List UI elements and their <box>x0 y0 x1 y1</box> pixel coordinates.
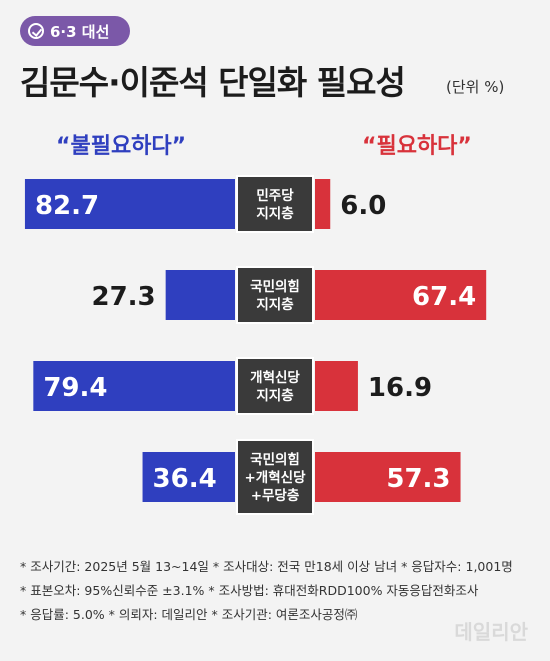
category-label: 지지층 <box>256 388 293 404</box>
value-label-unnecessary: 82.7 <box>35 191 99 221</box>
category-label: 국민의힘 <box>250 451 300 468</box>
chart-title: 김문수·이준석 단일화 필요성 <box>20 63 406 102</box>
value-label-necessary: 67.4 <box>412 282 476 312</box>
legend-necessary: “필요하다” <box>362 134 472 159</box>
note-line: * 조사기간: 2025년 5월 13~14일 * 조사대상: 전국 만18세 … <box>20 559 513 574</box>
bar-necessary <box>315 179 331 229</box>
category-label: +개혁신당 <box>245 469 307 486</box>
category-label: 민주당 <box>256 187 294 204</box>
note-line: * 표본오차: 95%신뢰수준 ±3.1% * 조사방법: 휴대전화RDD100… <box>20 583 479 598</box>
bar-necessary <box>315 452 461 502</box>
bar-unnecessary <box>33 361 235 411</box>
bar-unnecessary <box>24 179 235 229</box>
category-label: 지지층 <box>256 297 293 313</box>
value-label-necessary: 6.0 <box>340 191 386 221</box>
survey-notes: * 조사기간: 2025년 5월 13~14일 * 조사대상: 전국 만18세 … <box>20 555 540 627</box>
note-line: * 응답률: 5.0% * 의뢰자: 데일리안 * 조사기관: 여론조사공정㈜ <box>20 607 358 622</box>
unit-label: (단위 %) <box>446 78 505 96</box>
bar-unnecessary <box>165 270 235 320</box>
legend-unnecessary: “불필요하다” <box>56 134 187 159</box>
category-box <box>236 357 314 415</box>
bar-necessary <box>315 361 358 411</box>
category-label: 개혁신당 <box>250 369 300 386</box>
value-label-necessary: 16.9 <box>368 373 432 403</box>
value-label-unnecessary: 36.4 <box>153 464 217 494</box>
category-box <box>236 175 314 233</box>
bar-necessary <box>315 270 487 320</box>
watermark-logo: 데일리안 <box>454 620 528 644</box>
category-label: 지지층 <box>256 206 293 222</box>
category-label: +무당층 <box>251 487 300 504</box>
election-badge: 6·3 대선 <box>20 16 130 46</box>
category-box <box>236 266 314 324</box>
bar-unnecessary <box>142 452 235 502</box>
value-label-necessary: 57.3 <box>386 464 450 494</box>
category-label: 국민의힘 <box>250 278 300 295</box>
category-box <box>236 439 314 515</box>
vote-check-icon <box>28 23 44 39</box>
badge-label: 6·3 대선 <box>50 22 110 41</box>
value-label-unnecessary: 27.3 <box>92 282 156 312</box>
value-label-unnecessary: 79.4 <box>43 373 107 403</box>
